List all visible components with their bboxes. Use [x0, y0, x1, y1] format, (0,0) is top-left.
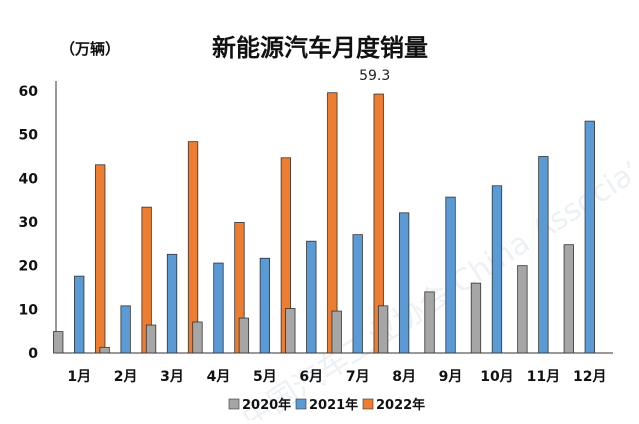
y-tick-label: 20: [19, 259, 39, 275]
bar-2020年-1月: [53, 331, 64, 354]
bar-2020年-3月: [145, 324, 157, 354]
bar-2021年-8月: [398, 212, 410, 354]
y-tick-label: 50: [19, 128, 39, 144]
bar-2020年-6月: [285, 308, 296, 354]
bar-2022年-3月: [187, 141, 199, 354]
x-tick-label: 6月: [299, 369, 323, 385]
legend-label-2021年: 2021年: [309, 397, 358, 413]
x-tick-label: 3月: [160, 369, 184, 385]
legend-swatch-2021年: [295, 398, 307, 410]
bar-2021年-2月: [120, 305, 131, 354]
bar-2021年-6月: [306, 240, 317, 354]
x-tick-label: 10月: [480, 369, 513, 385]
bar-2021年-12月: [584, 120, 595, 354]
bar-2020年-9月: [424, 291, 435, 354]
x-tick-label: 4月: [207, 369, 231, 385]
y-tick-label: 10: [19, 302, 39, 318]
bar-2022年-1月: [95, 164, 106, 354]
x-tick-label: 5月: [253, 369, 277, 385]
bar-2020年-5月: [238, 317, 250, 354]
bar-2020年-10月: [470, 282, 482, 354]
bar-2021年-1月: [74, 275, 85, 354]
x-tick-label: 2月: [114, 369, 138, 385]
legend-swatch-2022年: [362, 398, 374, 410]
x-tick-label: 11月: [527, 369, 560, 385]
x-tick-label: 7月: [346, 369, 370, 385]
bar-2021年-9月: [445, 196, 456, 354]
bar-2021年-7月: [352, 234, 363, 354]
data-label-annotation: 59.3: [359, 68, 390, 84]
x-tick-label: 8月: [392, 369, 416, 385]
y-axis-unit: （万辆）: [60, 40, 121, 58]
y-tick-label: 40: [19, 171, 39, 187]
bar-2021年-11月: [538, 156, 549, 354]
legend-swatch-2020年: [228, 398, 240, 410]
x-tick-label: 1月: [67, 369, 91, 385]
legend-label-2020年: 2020年: [242, 397, 291, 413]
bar-2020年-12月: [563, 244, 574, 354]
bar-2021年-4月: [213, 262, 224, 354]
x-tick-label: 12月: [573, 369, 606, 385]
bar-2021年-5月: [259, 257, 271, 354]
bar-2020年-8月: [377, 305, 389, 354]
bar-2021年-3月: [166, 253, 178, 354]
legend-label-2022年: 2022年: [376, 397, 425, 413]
y-tick-label: 30: [19, 215, 39, 231]
y-tick-label: 0: [28, 346, 38, 362]
bar-2020年-4月: [192, 321, 203, 354]
chart-title: 新能源汽车月度销量: [212, 34, 428, 62]
bar-2020年-7月: [331, 310, 342, 354]
y-tick-label: 60: [19, 84, 39, 100]
bar-2020年-11月: [517, 265, 528, 354]
bar-2020年-2月: [99, 346, 110, 354]
bar-2021年-10月: [491, 185, 503, 354]
x-tick-label: 9月: [439, 369, 463, 385]
